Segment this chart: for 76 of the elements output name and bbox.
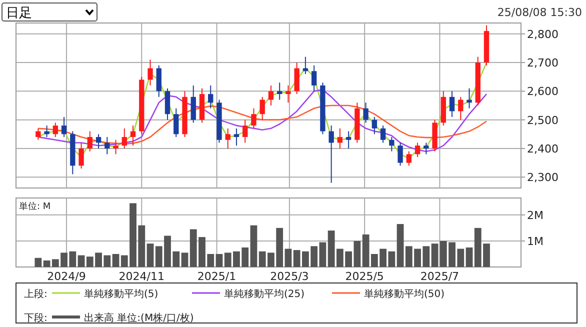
candlestick — [208, 84, 214, 109]
y-tick-label: 2,600 — [527, 85, 558, 98]
candlestick — [466, 88, 472, 109]
bar — [146, 244, 154, 267]
x-tick-label: 2025/5 — [345, 270, 384, 283]
legend-label: 単純移動平均(50) — [364, 288, 445, 300]
candlestick — [311, 64, 317, 92]
candlestick — [122, 128, 127, 149]
y-tick-label: 2,500 — [527, 114, 558, 127]
y-axis-title: 単位: M — [19, 201, 51, 212]
candlestick — [372, 116, 378, 135]
x-tick-label: 2025/1 — [197, 270, 236, 283]
candlestick — [398, 142, 403, 166]
candlestick — [328, 125, 334, 184]
candlestick — [44, 125, 50, 138]
bar — [43, 260, 50, 267]
candlestick — [36, 128, 41, 140]
candlestick — [380, 125, 386, 144]
candlestick — [268, 84, 274, 106]
candlestick — [277, 82, 282, 100]
candlestick — [251, 108, 256, 129]
candlestick — [286, 84, 291, 104]
y-tick-label: 2,800 — [527, 28, 558, 41]
candlestick — [96, 134, 102, 149]
candlestick — [294, 62, 300, 95]
candlestick — [148, 59, 153, 86]
candlestick — [458, 96, 464, 120]
y-tick-label: 2M — [527, 208, 544, 222]
x-tick-label: 2025/7 — [420, 270, 460, 283]
candlestick — [156, 64, 162, 98]
legend-label: 単純移動平均(25) — [224, 288, 305, 300]
bar — [466, 247, 473, 267]
bar — [181, 252, 188, 267]
candlestick — [242, 119, 248, 144]
y-tick-label: 2,400 — [527, 142, 558, 156]
x-tick-label: 2024/11 — [118, 270, 164, 283]
legend-title: 下段: — [24, 312, 48, 324]
bar — [112, 254, 120, 267]
candlestick — [164, 88, 170, 120]
candlestick — [260, 96, 265, 120]
candlestick — [389, 136, 394, 152]
candlestick — [174, 108, 179, 138]
candlestick — [414, 142, 420, 158]
candlestick — [61, 116, 67, 138]
x-tick-label: 2024/9 — [47, 270, 86, 283]
candlestick — [87, 130, 92, 152]
candlestick — [130, 125, 136, 146]
candlestick — [104, 136, 110, 155]
candlestick — [406, 150, 412, 166]
text: 日足 — [6, 6, 32, 21]
candlestick — [113, 139, 118, 155]
bar — [216, 254, 223, 267]
candlestick — [346, 130, 352, 149]
candlestick — [424, 142, 429, 155]
candlestick — [449, 90, 455, 118]
y-tick-label: 1M — [527, 234, 544, 248]
candlestick — [337, 128, 343, 149]
y-tick-label: 2,300 — [527, 171, 558, 184]
bar — [284, 248, 292, 267]
bar — [396, 224, 404, 267]
y-tick-label: 2,700 — [527, 56, 558, 70]
candlestick — [52, 122, 58, 138]
candlestick — [190, 84, 196, 124]
text: 25/08/08 15:30 — [497, 6, 582, 19]
legend-label: 単純移動平均(5) — [84, 288, 158, 300]
bar — [78, 255, 85, 267]
candlestick — [78, 142, 84, 170]
bar — [250, 225, 258, 267]
candlestick — [363, 102, 368, 124]
candlestick — [225, 128, 230, 149]
legend-label: 出来高 単位:(M株/口/枚) — [84, 312, 194, 324]
bar — [34, 258, 42, 267]
legend-title: 上段: — [24, 288, 48, 300]
bar — [431, 244, 438, 267]
x-tick-label: 2025/3 — [270, 270, 309, 283]
candlestick — [234, 128, 240, 146]
